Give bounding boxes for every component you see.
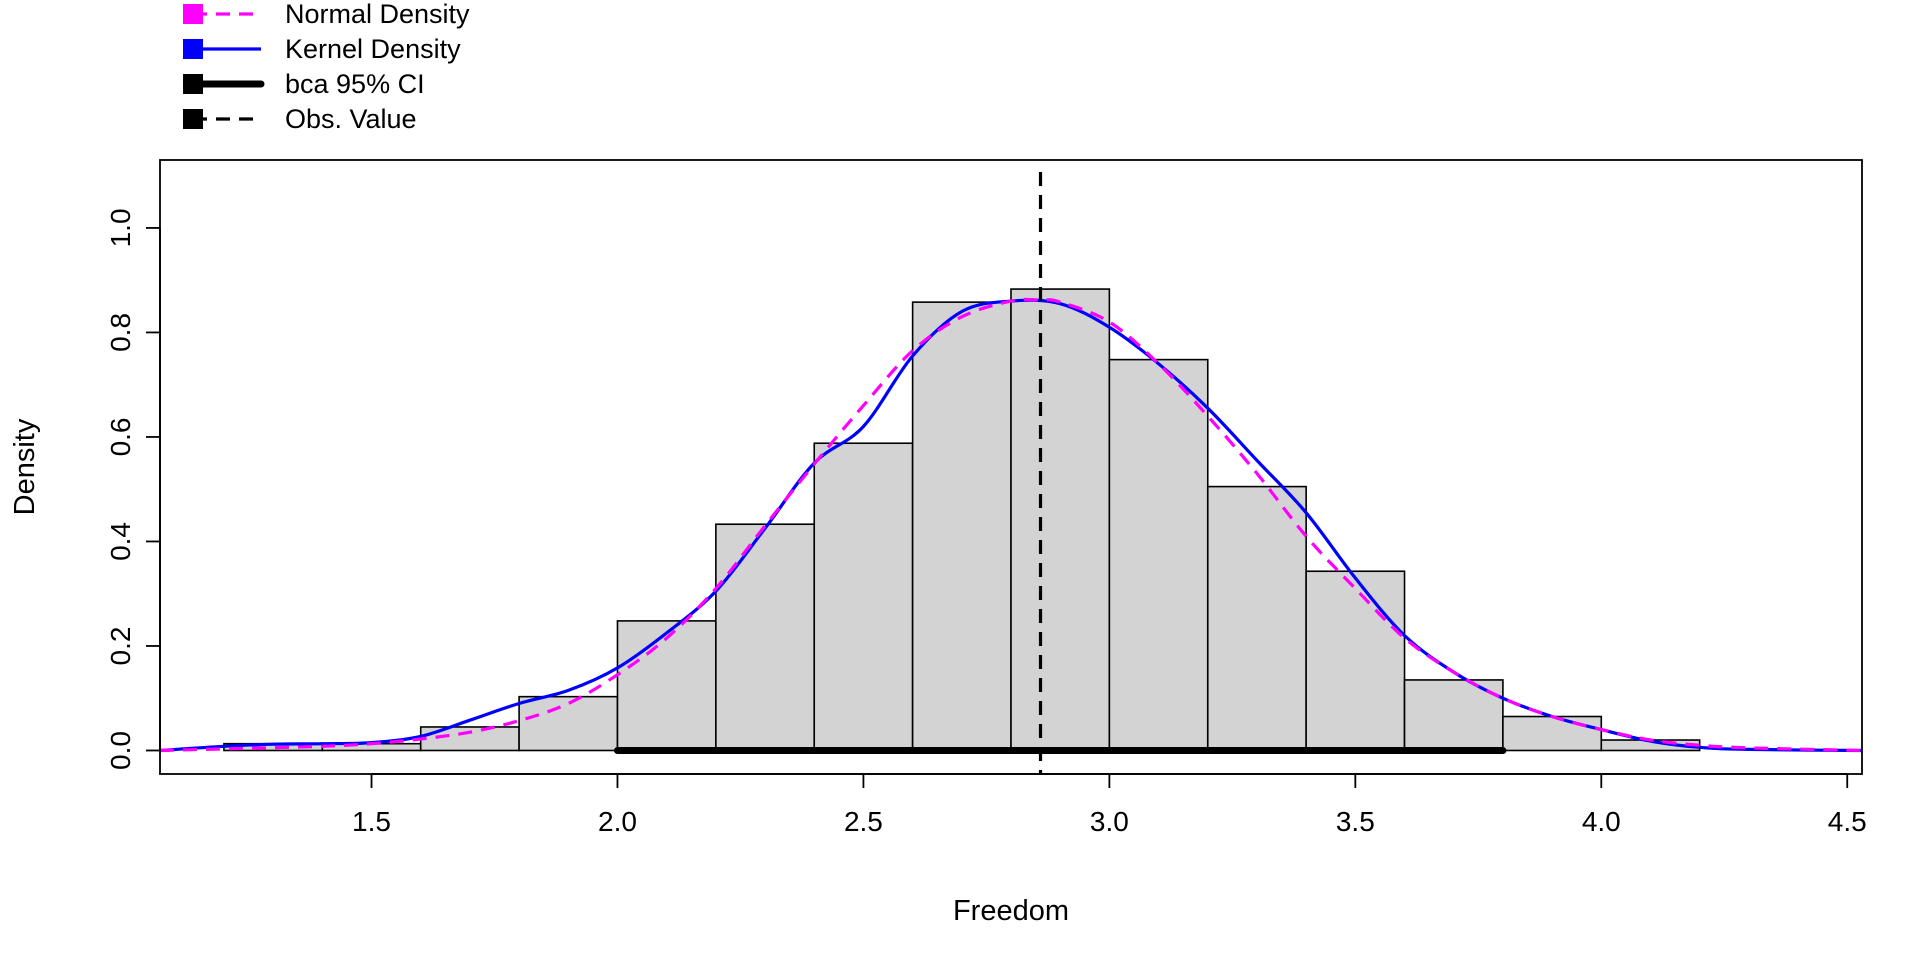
legend-label: Obs. Value bbox=[285, 104, 417, 134]
y-tick-label: 0.4 bbox=[105, 522, 136, 561]
x-tick-label: 4.5 bbox=[1828, 806, 1867, 837]
histogram-bar bbox=[1010, 288, 1111, 752]
y-axis-title: Density bbox=[9, 418, 41, 515]
y-tick-label: 0.2 bbox=[105, 627, 136, 666]
legend-label: Normal Density bbox=[285, 0, 470, 29]
histogram-bar bbox=[616, 620, 717, 752]
y-tick-label: 1.0 bbox=[105, 208, 136, 247]
x-tick-label: 3.5 bbox=[1336, 806, 1375, 837]
histogram-bar bbox=[1108, 358, 1209, 752]
density-lines bbox=[159, 297, 1863, 753]
histogram-bars bbox=[223, 288, 1701, 752]
histogram-bar bbox=[419, 726, 520, 752]
x-axis-title: Freedom bbox=[953, 895, 1069, 927]
histogram-bar bbox=[518, 695, 619, 752]
normal-density-line bbox=[159, 297, 1863, 753]
histogram-bar bbox=[813, 442, 914, 752]
legend-label: Kernel Density bbox=[285, 34, 461, 64]
x-tick-label: 2.0 bbox=[598, 806, 637, 837]
legend-label: bca 95% CI bbox=[285, 69, 425, 99]
x-tick-label: 1.5 bbox=[352, 806, 391, 837]
x-axis: 1.5 2.0 2.5 3.0 3.5 4.0 4.5 bbox=[352, 773, 1867, 837]
histogram-bar bbox=[1502, 715, 1603, 752]
y-tick-label: 0.6 bbox=[105, 417, 136, 456]
legend: Normal Density Kernel Density bca 95% CI Ob… bbox=[183, 0, 470, 134]
x-tick-label: 4.0 bbox=[1582, 806, 1621, 837]
histogram-bar bbox=[1305, 570, 1406, 752]
x-tick-label: 2.5 bbox=[844, 806, 883, 837]
kernel-density-line bbox=[159, 298, 1863, 753]
y-axis: 0.0 0.2 0.4 0.6 0.8 1.0 bbox=[105, 208, 161, 770]
y-tick-label: 0.0 bbox=[105, 731, 136, 770]
histogram-bar bbox=[911, 301, 1012, 752]
x-tick-label: 3.0 bbox=[1090, 806, 1129, 837]
histogram-bar bbox=[715, 523, 816, 752]
y-tick-label: 0.8 bbox=[105, 313, 136, 352]
histogram-bar bbox=[1206, 485, 1307, 752]
